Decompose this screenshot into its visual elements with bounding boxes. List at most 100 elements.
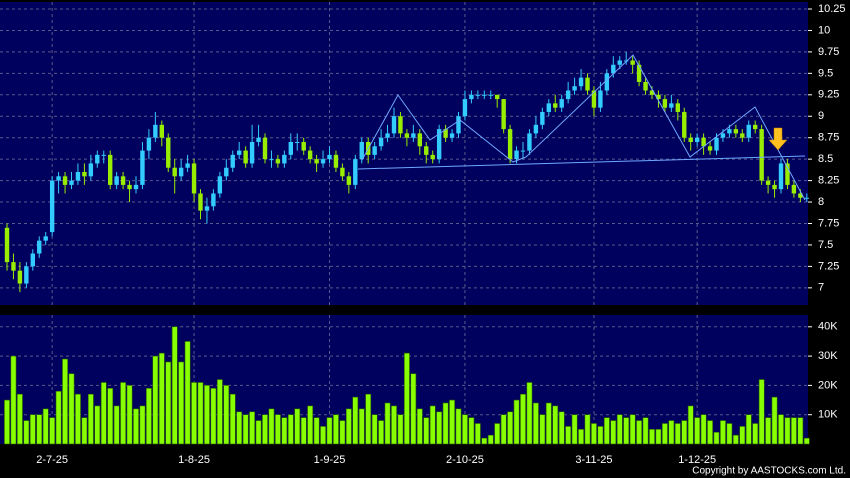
candle-body (559, 99, 564, 108)
volume-bar (778, 414, 784, 445)
volume-bar (494, 423, 501, 445)
volume-bar (661, 423, 668, 445)
volume-bar (378, 420, 384, 445)
candle-body (417, 133, 422, 147)
candle-body (340, 167, 345, 177)
volume-bar (720, 420, 726, 445)
volume-bar (242, 414, 249, 445)
volume-bar (532, 402, 539, 445)
volume-bar (281, 417, 288, 445)
volume-bar (597, 426, 604, 445)
candle-body (307, 150, 313, 160)
candle-body (701, 137, 706, 147)
volume-bar (139, 405, 146, 445)
volume-bar (4, 399, 10, 445)
volume-bar (526, 382, 533, 445)
candle-body (688, 137, 693, 142)
volume-bar (758, 379, 765, 445)
volume-bar (294, 408, 301, 445)
volume-bar (649, 429, 655, 445)
candle-body (153, 124, 158, 138)
volume-bar (455, 408, 462, 445)
candle-body (443, 129, 448, 138)
volume-bar (784, 417, 791, 445)
volume-bar (300, 417, 307, 445)
volume-bar (707, 420, 713, 445)
candle-body (262, 137, 268, 160)
volume-bar (623, 417, 630, 445)
candle-body (656, 94, 661, 100)
volume-bar (107, 388, 114, 445)
candle-body (237, 150, 242, 155)
candle-body (604, 73, 610, 91)
volume-bar (500, 414, 507, 445)
candle-body (62, 176, 68, 185)
neckline (357, 155, 806, 170)
volume-bar (410, 373, 417, 445)
volume-bar (133, 408, 139, 445)
copyright: Copyright by AASTOCKS.com Ltd. (692, 466, 846, 477)
volume-bar (204, 385, 210, 445)
candle-body (456, 116, 461, 134)
candle-body (611, 64, 616, 74)
candle-body (269, 159, 274, 161)
volume-bar (55, 390, 62, 445)
candle-body (204, 206, 210, 211)
candle-body (43, 236, 48, 241)
candle-body (166, 137, 171, 168)
volume-bar (94, 405, 101, 445)
volume-bar (171, 326, 178, 445)
down-arrow (768, 127, 788, 151)
volume-bar (178, 361, 185, 445)
candle-body (759, 129, 764, 181)
y-tick-label: 10 (818, 24, 830, 36)
volume-bar (210, 388, 217, 445)
candle-body (540, 111, 545, 125)
volume-bar (584, 414, 591, 445)
volume-bar (146, 388, 152, 445)
candle-body (108, 154, 113, 185)
candle-body (217, 176, 223, 194)
candle-body (243, 150, 248, 164)
candle-body (391, 116, 397, 134)
candle-body (275, 159, 281, 164)
volume-bar (23, 420, 30, 445)
volume-bar (449, 399, 455, 445)
pattern-trendline (361, 54, 806, 201)
volume-bar (255, 420, 262, 445)
candle-body (804, 197, 809, 199)
volume-bar (326, 417, 333, 445)
candle-body (714, 137, 719, 151)
candle-body (662, 99, 668, 108)
volume-bar (320, 426, 326, 445)
y-tick-label: 10K (818, 409, 838, 421)
volume-bar (371, 414, 378, 445)
candle-body (553, 103, 558, 108)
volume-bar (771, 396, 778, 445)
x-tick-label: 1-8-25 (178, 454, 210, 466)
volume-bar (745, 414, 752, 445)
candle-body (598, 90, 603, 108)
candle-body (520, 150, 526, 152)
volume-bar (468, 417, 475, 445)
volume-bar (10, 355, 17, 445)
volume-bar (726, 423, 733, 445)
candle-body (578, 77, 584, 87)
x-tick-label: 2-7-25 (36, 454, 68, 466)
volume-bar (700, 414, 707, 445)
candle-body (385, 133, 390, 138)
candle-body (178, 167, 184, 177)
volume-bar (694, 417, 701, 445)
candle-body (462, 99, 468, 117)
volume-bar (391, 405, 397, 445)
volume-bar (287, 414, 294, 445)
candle-body (546, 103, 551, 112)
candle-body (720, 133, 726, 138)
candle-body (378, 137, 384, 147)
volume-bar (158, 352, 165, 445)
y-tick-label: 9.75 (818, 46, 839, 58)
volume-bar (42, 408, 49, 445)
volume-bar (75, 393, 81, 445)
y-tick-label: 8 (818, 196, 824, 208)
